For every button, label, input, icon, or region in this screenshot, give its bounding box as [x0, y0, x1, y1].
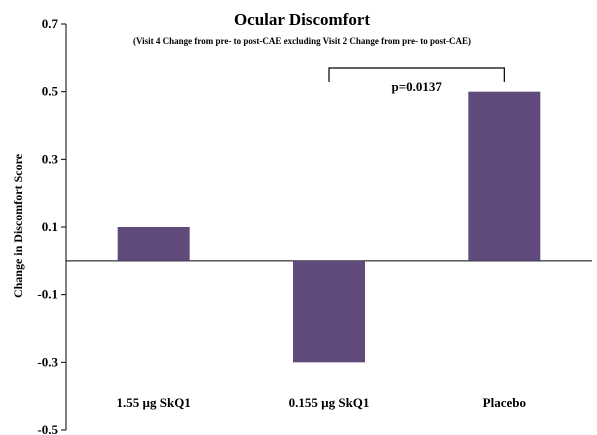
chart-subtitle: (Visit 4 Change from pre- to post-CAE ex…	[133, 36, 471, 46]
y-tick-label: 0.3	[42, 151, 59, 166]
plot-area: -0.5 -0.3 -0.1 0.1 0.3 0.5 0.7 1.55 µg SkQ1 0.15…	[37, 16, 592, 435]
y-tick-label: -0.5	[37, 422, 58, 435]
bar	[468, 91, 541, 261]
p-value-annotation: p=0.0137	[391, 79, 442, 94]
bar	[293, 260, 365, 363]
y-tick-label: 0.7	[42, 16, 59, 31]
y-tick-label: 0.5	[42, 84, 59, 99]
x-tick-label: Placebo	[483, 395, 526, 410]
y-tick-label: 0.1	[42, 219, 58, 234]
y-tick-label: -0.3	[37, 354, 58, 369]
bar	[117, 227, 190, 261]
y-axis-label: Change in Discomfort Score	[11, 153, 25, 298]
significance-bracket	[328, 67, 505, 82]
x-tick-label: 0.155 µg SkQ1	[289, 395, 370, 410]
chart-title: Ocular Discomfort	[234, 10, 370, 29]
y-tick-label: -0.1	[37, 287, 58, 302]
x-tick-label: 1.55 µg SkQ1	[117, 395, 191, 410]
